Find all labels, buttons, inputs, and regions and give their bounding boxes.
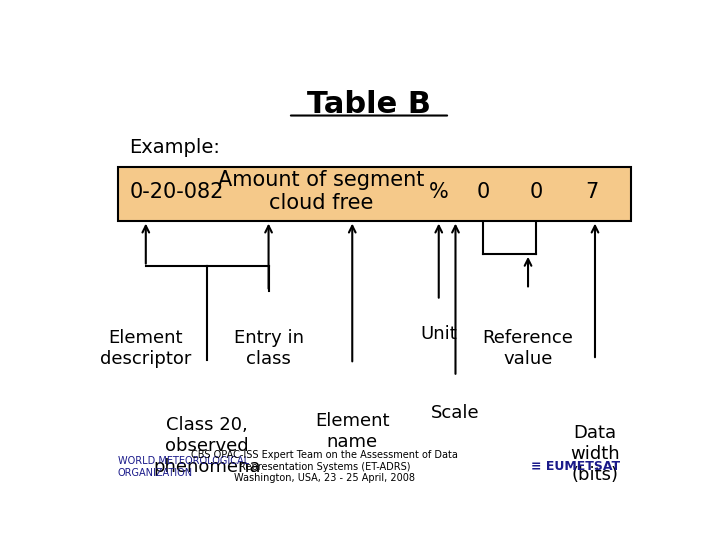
Text: Element
name: Element name bbox=[315, 412, 390, 451]
Text: Amount of segment
cloud free: Amount of segment cloud free bbox=[218, 170, 425, 213]
Text: Table B: Table B bbox=[307, 90, 431, 119]
Text: Element
descriptor: Element descriptor bbox=[100, 329, 192, 368]
Text: 0-20-082: 0-20-082 bbox=[130, 181, 224, 201]
Text: Scale: Scale bbox=[431, 404, 480, 422]
Text: CBS OPAC-ISS Expert Team on the Assessment of Data
Representation Systems (ET-AD: CBS OPAC-ISS Expert Team on the Assessme… bbox=[191, 450, 458, 483]
Text: Reference
value: Reference value bbox=[482, 329, 573, 368]
Text: Entry in
class: Entry in class bbox=[233, 329, 304, 368]
Text: 7: 7 bbox=[585, 181, 599, 201]
Text: Class 20,
observed
phenomena: Class 20, observed phenomena bbox=[153, 416, 261, 476]
Text: WORLD METEOROLOGICAL
ORGANIZATION: WORLD METEOROLOGICAL ORGANIZATION bbox=[118, 456, 249, 478]
FancyBboxPatch shape bbox=[118, 167, 631, 221]
Text: Example:: Example: bbox=[129, 138, 220, 158]
Text: Unit: Unit bbox=[420, 325, 457, 343]
Text: 0: 0 bbox=[477, 181, 490, 201]
Text: 0: 0 bbox=[530, 181, 543, 201]
Text: Data
width
(bits): Data width (bits) bbox=[570, 424, 620, 484]
Text: %: % bbox=[429, 181, 449, 201]
Text: ≡ EUMETSAT: ≡ EUMETSAT bbox=[531, 461, 620, 474]
